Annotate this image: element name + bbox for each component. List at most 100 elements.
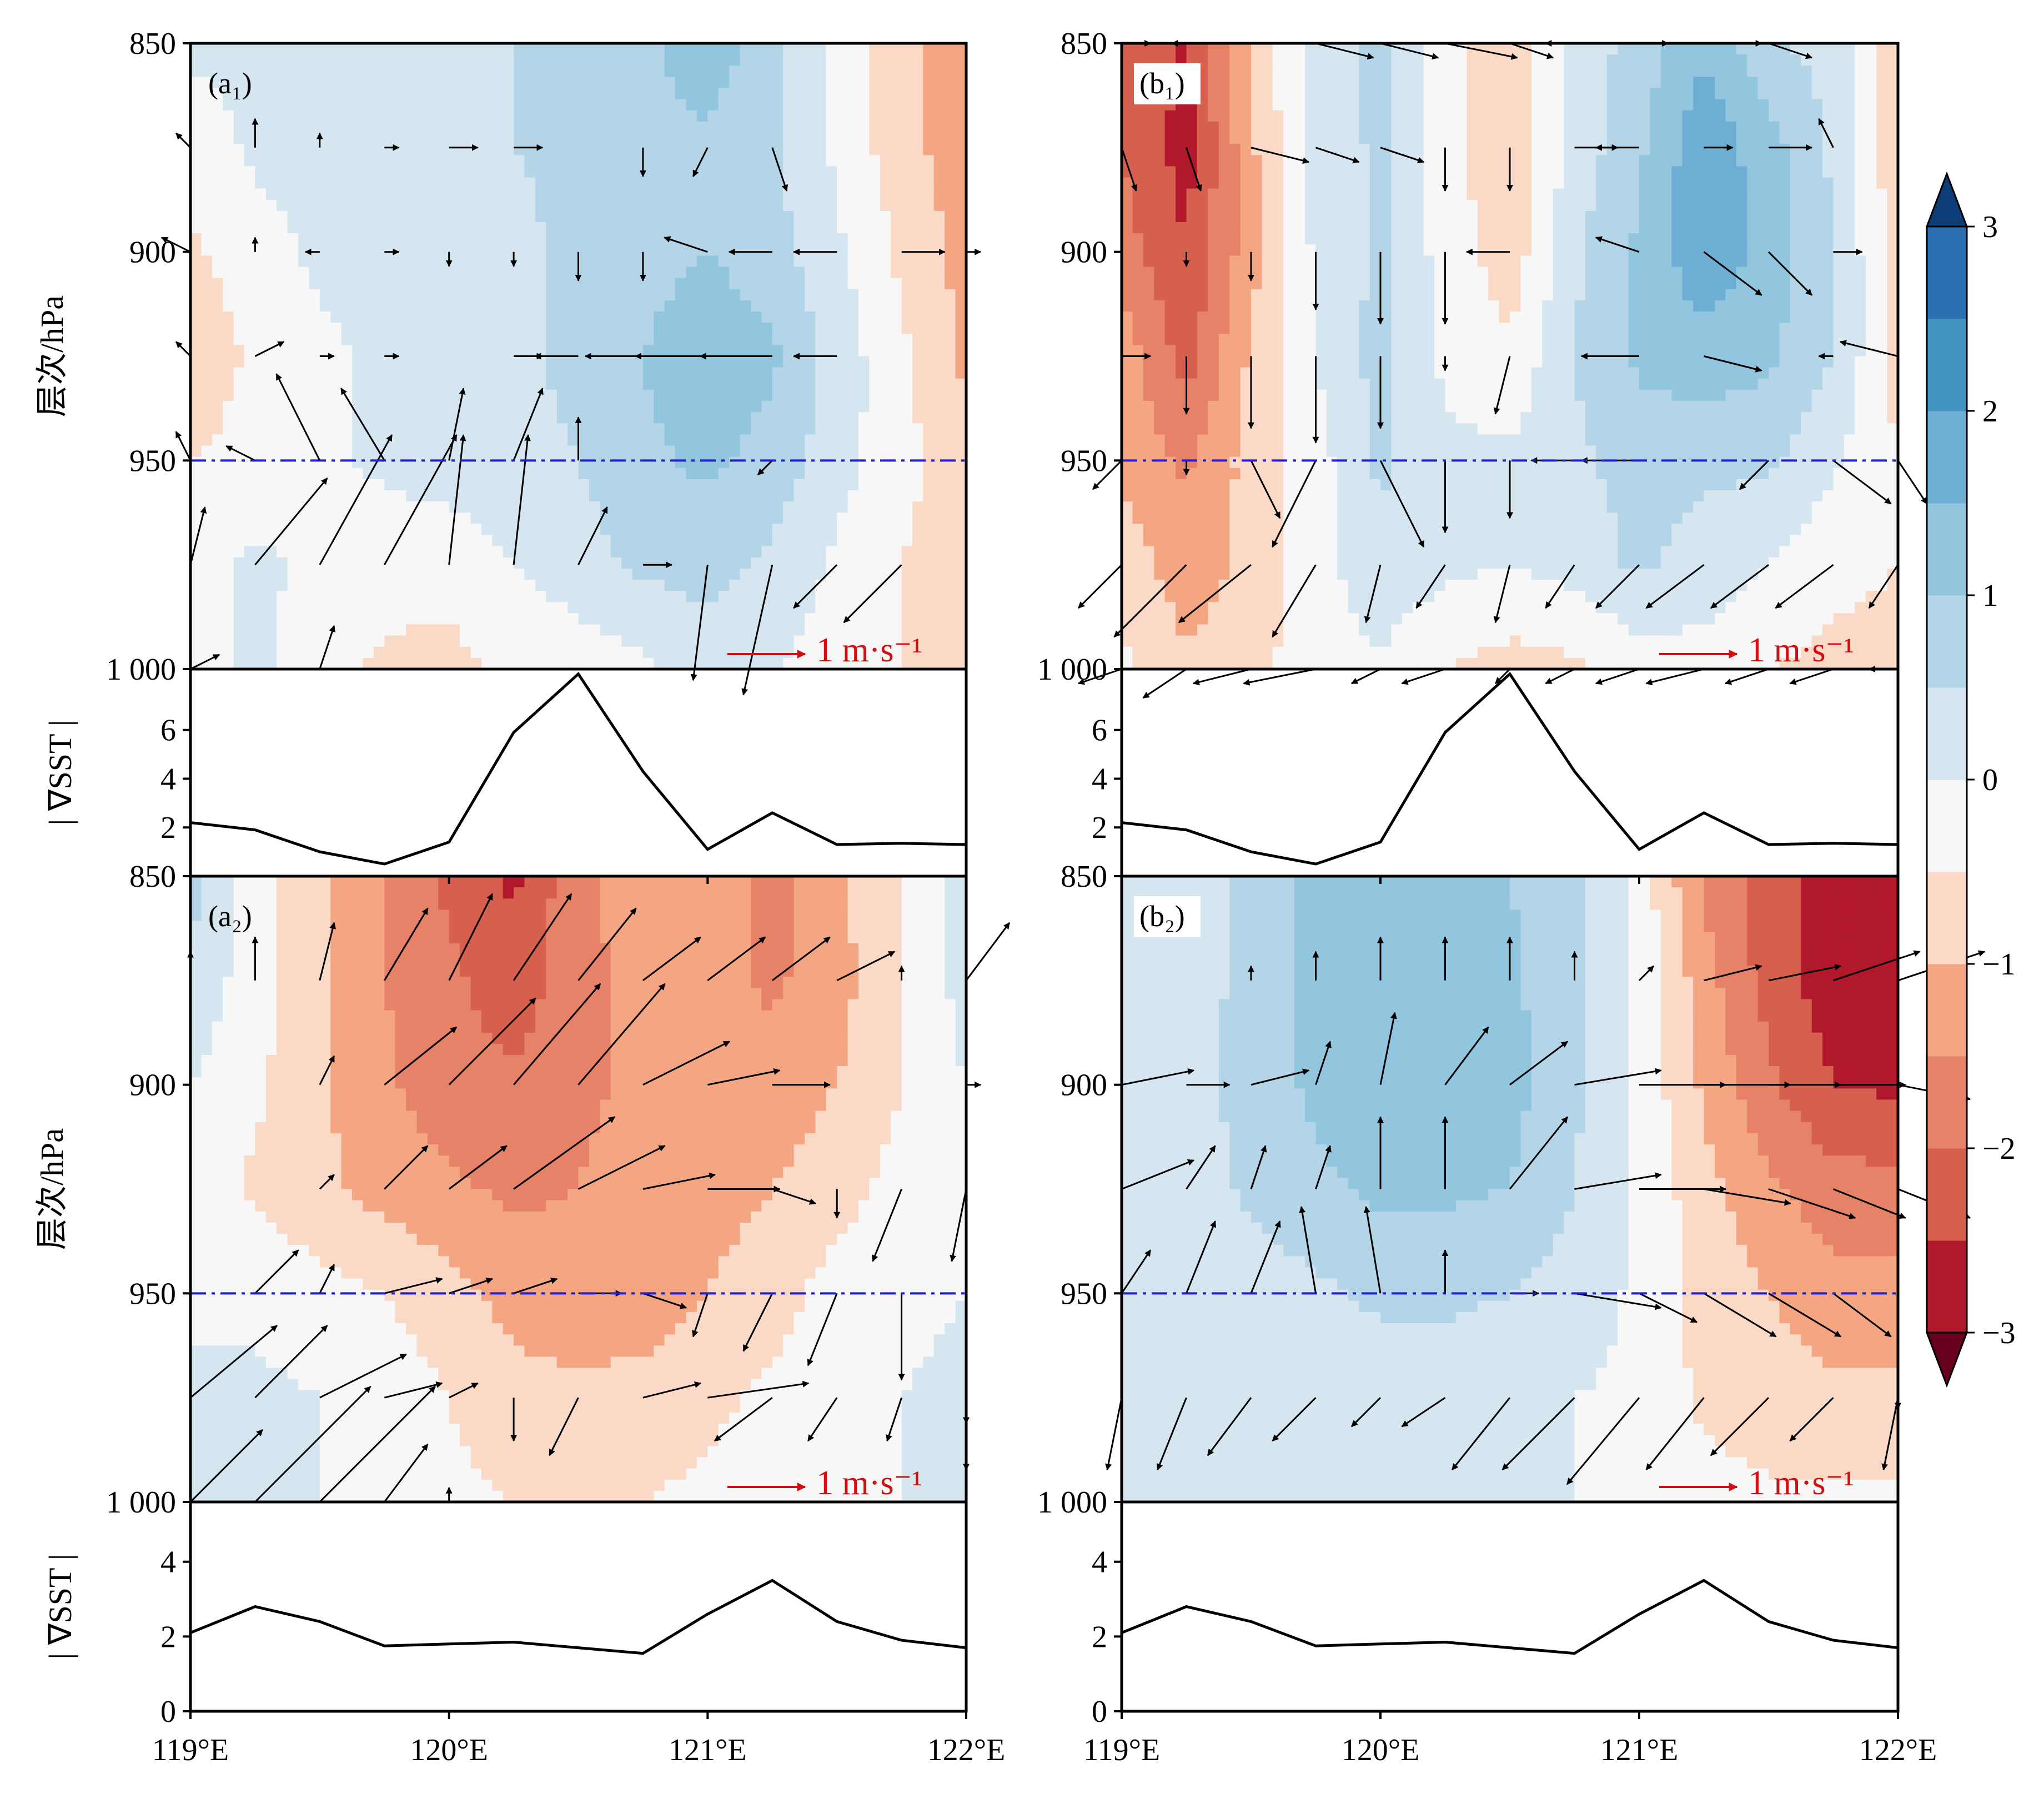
contour-cell — [1757, 54, 1769, 66]
contour-cell — [233, 646, 245, 659]
contour-cell — [933, 210, 945, 223]
contour-cell — [223, 401, 234, 413]
contour-cell — [750, 445, 762, 458]
contour-cell — [244, 43, 256, 55]
contour-cell — [589, 468, 601, 480]
contour-cell — [578, 635, 590, 647]
contour-cell — [1283, 121, 1295, 133]
contour-cell — [1122, 99, 1133, 111]
contour-cell — [470, 267, 482, 279]
contour-cell — [945, 133, 956, 144]
contour-cell — [1531, 54, 1543, 66]
contour-cell — [309, 255, 320, 268]
contour-cell — [729, 613, 741, 625]
contour-cell — [707, 110, 719, 122]
contour-cell — [783, 389, 795, 401]
contour-cell — [492, 646, 504, 659]
contour-cell — [438, 300, 450, 312]
contour-cell — [740, 602, 751, 614]
contour-cell — [675, 323, 687, 334]
contour-cell — [847, 613, 859, 625]
contour-cell — [880, 255, 891, 268]
contour-cell — [1876, 155, 1888, 167]
contour-cell — [912, 110, 924, 122]
contour-cell — [233, 166, 245, 178]
contour-cell — [363, 155, 374, 167]
contour-cell — [287, 99, 299, 111]
contour-cell — [416, 456, 428, 469]
contour-cell — [503, 613, 514, 625]
contour-cell — [891, 646, 902, 659]
contour-cell — [427, 334, 439, 346]
contour-cell — [503, 646, 514, 659]
contour-cell — [686, 378, 697, 390]
contour-cell — [933, 456, 945, 469]
contour-cell — [847, 490, 859, 502]
contour-cell — [1618, 88, 1629, 100]
contour-cell — [707, 66, 719, 78]
contour-cell — [1671, 133, 1683, 144]
contour-cell — [1822, 155, 1834, 167]
contour-cell — [535, 356, 547, 368]
contour-cell — [1855, 144, 1866, 155]
contour-cell — [395, 524, 406, 536]
contour-cell — [815, 468, 827, 480]
contour-cell — [535, 255, 547, 268]
contour-cell — [1186, 110, 1198, 122]
contour-cell — [223, 613, 234, 625]
contour-cell — [707, 367, 719, 379]
contour-cell — [341, 445, 353, 458]
contour-cell — [761, 356, 773, 368]
contour-cell — [847, 289, 859, 301]
contour-cell — [600, 166, 611, 178]
contour-cell — [244, 155, 256, 167]
contour-cell — [847, 300, 859, 312]
contour-cell — [610, 524, 622, 536]
contour-cell — [632, 345, 644, 357]
contour-cell — [244, 479, 256, 491]
contour-cell — [1218, 144, 1230, 155]
contour-cell — [718, 255, 730, 268]
contour-cell — [750, 66, 762, 78]
contour-cell — [244, 133, 256, 144]
contour-cell — [546, 210, 558, 223]
contour-cell — [287, 177, 299, 189]
contour-cell — [945, 121, 956, 133]
contour-cell — [891, 490, 902, 502]
contour-cell — [395, 423, 406, 435]
contour-cell — [729, 222, 741, 234]
contour-cell — [470, 568, 482, 580]
contour-cell — [707, 255, 719, 268]
contour-cell — [309, 334, 320, 346]
contour-cell — [750, 88, 762, 100]
contour-cell — [1143, 144, 1154, 155]
contour-cell — [826, 144, 837, 155]
contour-cell — [1391, 121, 1403, 133]
contour-cell — [610, 557, 622, 569]
contour-cell — [891, 300, 902, 312]
contour-cell — [815, 356, 827, 368]
contour-cell — [815, 624, 827, 636]
contour-cell — [514, 602, 525, 614]
contour-cell — [363, 43, 374, 55]
contour-cell — [632, 512, 644, 525]
contour-cell — [610, 479, 622, 491]
contour-cell — [783, 166, 795, 178]
contour-cell — [1693, 43, 1705, 55]
contour-cell — [589, 133, 601, 144]
contour-cell — [190, 389, 202, 401]
contour-cell — [1606, 110, 1618, 122]
contour-cell — [664, 501, 676, 513]
contour-cell — [891, 412, 902, 424]
contour-cell — [514, 546, 525, 558]
contour-cell — [265, 43, 277, 55]
contour-cell — [729, 546, 741, 558]
contour-cell — [427, 233, 439, 245]
contour-cell — [1337, 144, 1349, 155]
contour-cell — [805, 535, 816, 547]
contour-cell — [805, 401, 816, 413]
contour-cell — [664, 591, 676, 602]
contour-cell — [341, 602, 353, 614]
contour-cell — [1369, 66, 1381, 78]
contour-cell — [847, 144, 859, 155]
